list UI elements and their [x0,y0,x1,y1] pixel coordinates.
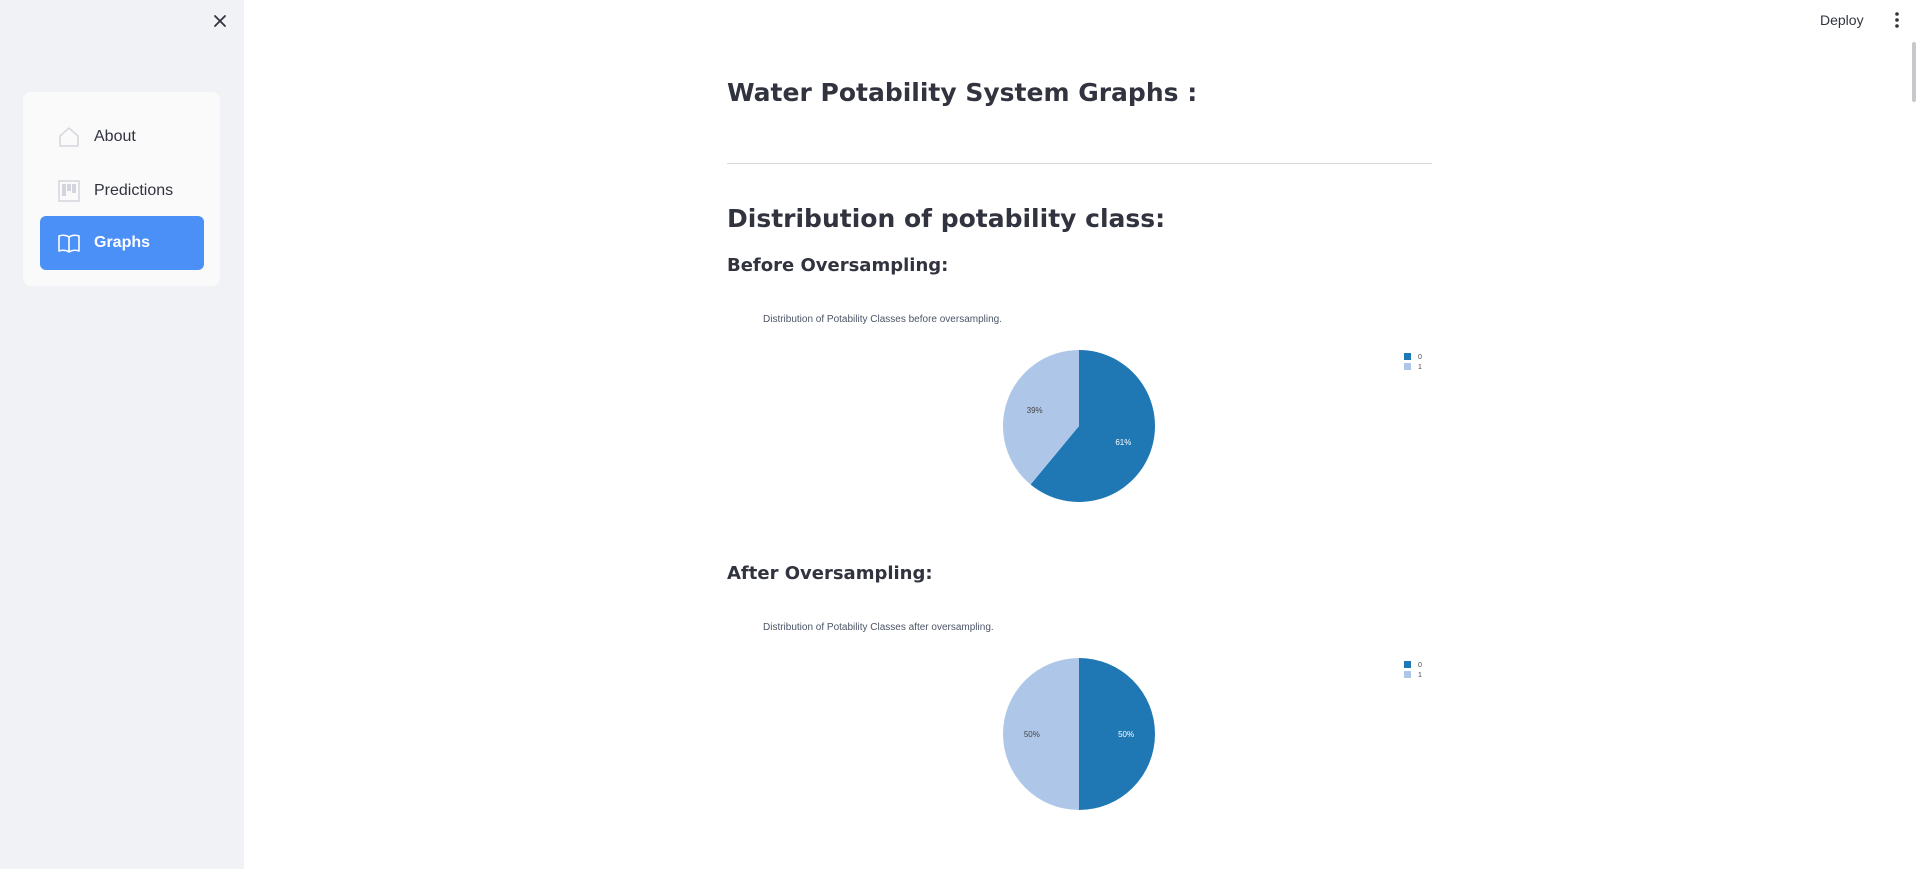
pie-slice-label: 61% [1115,438,1131,447]
pie-chart-svg: Distribution of Potability Classes after… [763,622,1422,810]
pie-slice-label: 50% [1118,730,1134,739]
legend-label: 0 [1418,662,1422,669]
legend-label: 0 [1418,354,1422,361]
pie-chart-before: Distribution of Potability Classes befor… [727,300,1432,520]
before-oversampling-heading: Before Oversampling: [727,255,949,276]
pie-slice-label: 50% [1024,730,1040,739]
legend-swatch[interactable] [1404,353,1411,360]
pie-chart-svg: Distribution of Potability Classes befor… [763,314,1422,502]
pie-slice-label: 39% [1027,406,1043,415]
pie-slice-1[interactable] [1003,350,1079,485]
deploy-button[interactable]: Deploy [1820,12,1864,28]
nav-item-label: Graphs [94,234,151,251]
close-sidebar-button[interactable] [209,10,231,32]
close-icon [214,15,226,27]
scrollbar-thumb[interactable] [1912,42,1916,102]
pie-slice-0[interactable] [1079,658,1155,810]
page-title: Water Potability System Graphs : [727,78,1198,107]
divider [727,163,1432,164]
pie-chart-after: Distribution of Potability Classes after… [727,608,1432,828]
section-heading: Distribution of potability class: [727,204,1166,233]
after-oversampling-heading: After Oversampling: [727,563,933,584]
pie-slice-0[interactable] [1030,350,1155,502]
legend-swatch[interactable] [1404,671,1411,678]
chart-title: Distribution of Potability Classes after… [763,622,994,633]
legend-swatch[interactable] [1404,661,1411,668]
legend-label: 1 [1418,364,1422,371]
nav-item-label: Predictions [94,182,174,199]
legend-label: 1 [1418,672,1422,679]
nav-item-predictions[interactable]: Predictions [40,164,204,218]
nav-menu: About Predictions Graphs [23,92,220,286]
chart-title: Distribution of Potability Classes befor… [763,314,1002,325]
book-icon [56,230,82,256]
home-icon [56,124,82,150]
nav-item-label: About [94,128,136,145]
sidebar: About Predictions Graphs [0,0,244,869]
main-menu-button[interactable] [1890,9,1904,31]
nav-item-about[interactable]: About [40,110,204,164]
pie-slice-1[interactable] [1003,658,1079,810]
nav-item-graphs[interactable]: Graphs [40,216,204,270]
vertical-dots-icon [1895,12,1899,28]
legend-swatch[interactable] [1404,363,1411,370]
kanban-icon [56,178,82,204]
